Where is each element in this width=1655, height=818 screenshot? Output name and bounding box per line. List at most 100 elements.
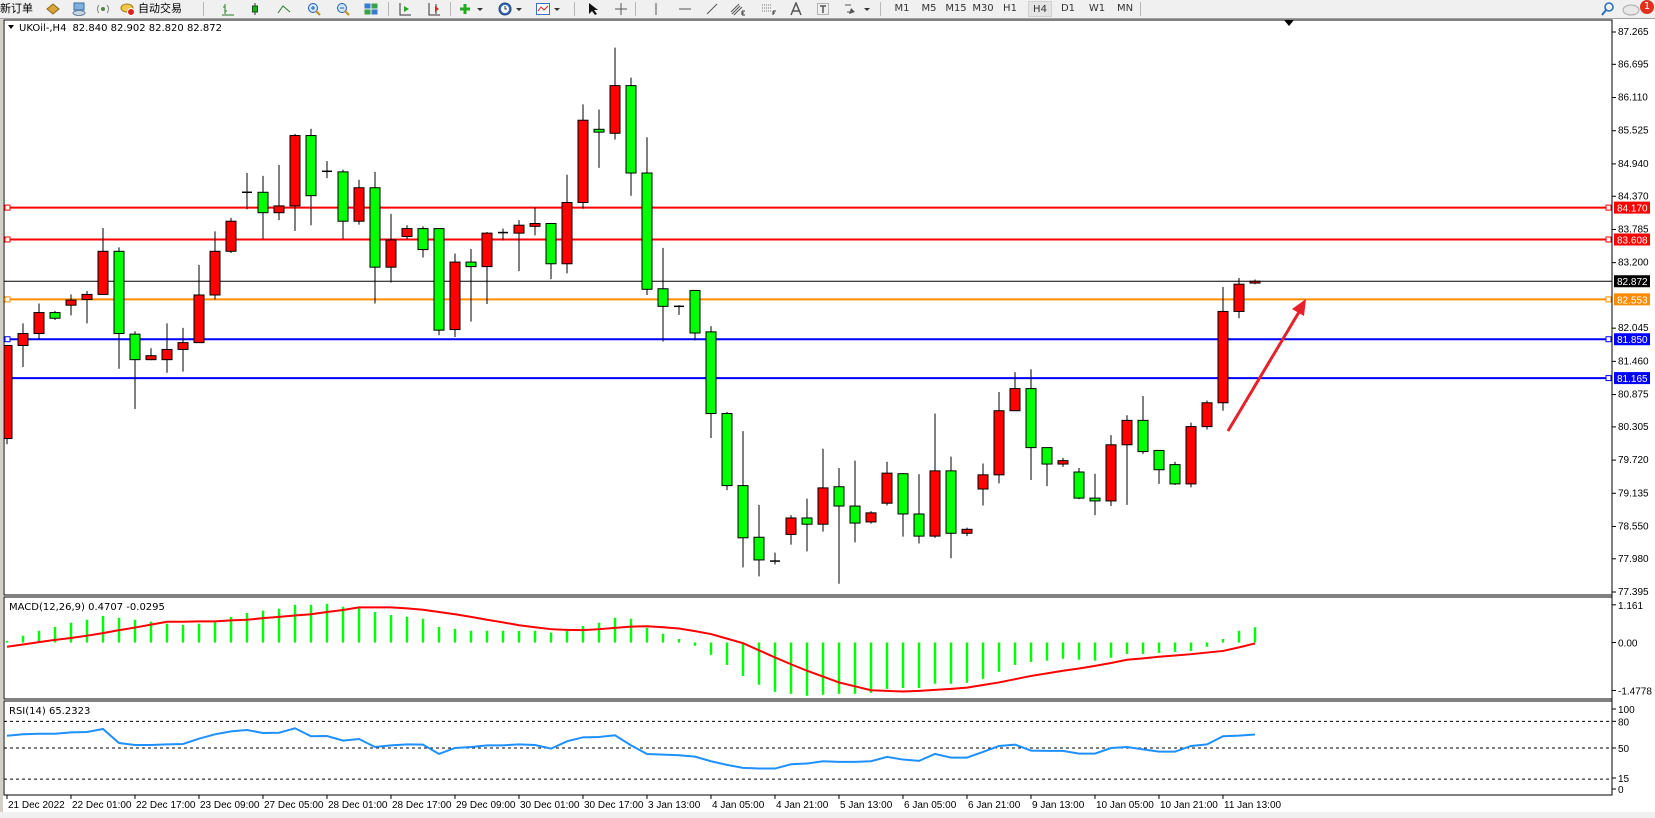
auto-trading-button[interactable]: 自动交易: [120, 1, 198, 17]
signal-icon[interactable]: [94, 1, 112, 17]
navigator-icon[interactable]: [70, 1, 88, 17]
candle[interactable]: [113, 247, 125, 369]
candle[interactable]: [513, 220, 525, 272]
candle[interactable]: [242, 172, 252, 210]
candle[interactable]: [881, 461, 893, 506]
horizontal-line-tool-button[interactable]: [677, 1, 693, 17]
timeframe-d1[interactable]: D1: [1060, 3, 1076, 14]
candle[interactable]: [1185, 422, 1197, 488]
candle[interactable]: [913, 474, 925, 544]
candle[interactable]: [337, 169, 349, 239]
candle[interactable]: [833, 468, 845, 584]
crosshair-tool-button[interactable]: [613, 1, 629, 17]
candle[interactable]: [209, 231, 221, 300]
candle[interactable]: [177, 327, 189, 372]
candle[interactable]: [1105, 435, 1117, 507]
text-tool-icon[interactable]: [788, 1, 804, 17]
candle[interactable]: [129, 331, 141, 410]
candle[interactable]: [498, 228, 508, 241]
candle[interactable]: [674, 305, 684, 315]
candle[interactable]: [401, 225, 413, 239]
candle[interactable]: [225, 217, 237, 253]
candle[interactable]: [897, 473, 909, 537]
annotation-arrow[interactable]: [1226, 306, 1304, 432]
candle[interactable]: [465, 249, 477, 322]
candle[interactable]: [1169, 461, 1181, 486]
candle[interactable]: [289, 133, 301, 231]
candle[interactable]: [770, 552, 780, 565]
candle[interactable]: [3, 344, 13, 445]
timeframe-m15[interactable]: M15: [945, 3, 967, 14]
templates-button[interactable]: [535, 1, 563, 17]
candle[interactable]: [1121, 415, 1133, 505]
candle[interactable]: [785, 515, 797, 545]
candle[interactable]: [257, 175, 269, 239]
candle[interactable]: [657, 247, 669, 342]
candle[interactable]: [17, 323, 29, 368]
candle[interactable]: [993, 392, 1005, 484]
line-anchor-handle[interactable]: [1605, 375, 1612, 382]
candle[interactable]: [1137, 395, 1149, 454]
candle[interactable]: [753, 504, 765, 577]
candle[interactable]: [689, 289, 701, 341]
candle[interactable]: [385, 213, 397, 283]
collapse-triangle-icon[interactable]: [8, 25, 14, 29]
candle[interactable]: [369, 171, 381, 304]
candle[interactable]: [561, 174, 573, 274]
candle[interactable]: [193, 264, 205, 344]
line-anchor-handle[interactable]: [4, 236, 11, 243]
market-watch-icon[interactable]: [44, 1, 62, 17]
periods-button[interactable]: [497, 1, 525, 17]
candle[interactable]: [721, 411, 733, 491]
candle[interactable]: [1089, 473, 1101, 516]
candle[interactable]: [625, 77, 637, 196]
candle[interactable]: [273, 165, 285, 221]
candle[interactable]: [449, 253, 461, 337]
timeframe-h4[interactable]: H4: [1028, 1, 1052, 17]
chart-shift-button[interactable]: [397, 1, 413, 17]
candle[interactable]: [322, 161, 332, 179]
line-anchor-handle[interactable]: [4, 204, 11, 211]
candle[interactable]: [817, 448, 829, 532]
candle[interactable]: [929, 413, 941, 538]
candle[interactable]: [65, 294, 77, 316]
candle[interactable]: [1025, 369, 1037, 480]
tile-windows-icon[interactable]: [363, 1, 379, 17]
candlestick-chart-button[interactable]: [247, 1, 263, 17]
line-anchor-handle[interactable]: [1605, 336, 1612, 343]
new-order-button[interactable]: 新订单: [0, 1, 40, 17]
timeframe-m30[interactable]: M30: [972, 3, 994, 14]
timeframe-mn[interactable]: MN: [1116, 3, 1134, 14]
arrows-tool-button[interactable]: [842, 1, 874, 17]
timeframe-h1[interactable]: H1: [1003, 3, 1017, 14]
candle[interactable]: [305, 128, 317, 226]
candle[interactable]: [801, 498, 813, 552]
timeframe-m1[interactable]: M1: [894, 3, 910, 14]
price-panel[interactable]: [3, 19, 1613, 596]
rsi-panel[interactable]: [3, 700, 1613, 796]
search-icon[interactable]: [1600, 1, 1616, 17]
cursor-tool-button[interactable]: [585, 1, 601, 17]
candle[interactable]: [529, 207, 541, 236]
candle[interactable]: [49, 310, 61, 320]
chat-icon[interactable]: [1622, 1, 1640, 17]
candle[interactable]: [609, 47, 621, 140]
candle[interactable]: [593, 109, 605, 168]
vertical-line-tool-button[interactable]: [648, 1, 664, 17]
candle[interactable]: [353, 179, 365, 225]
macd-panel[interactable]: [3, 596, 1613, 700]
candle[interactable]: [1041, 447, 1053, 487]
candle[interactable]: [1217, 287, 1229, 411]
candle[interactable]: [737, 431, 749, 568]
candle[interactable]: [433, 228, 445, 336]
candle[interactable]: [705, 326, 717, 438]
line-anchor-handle[interactable]: [1605, 296, 1612, 303]
candle[interactable]: [1153, 449, 1165, 484]
line-anchor-handle[interactable]: [4, 336, 11, 343]
candle[interactable]: [417, 226, 429, 258]
zoom-in-icon[interactable]: [306, 1, 322, 17]
candle[interactable]: [961, 527, 973, 537]
line-anchor-handle[interactable]: [1605, 236, 1612, 243]
equidistant-channel-tool-icon[interactable]: [729, 1, 747, 17]
candle[interactable]: [145, 348, 157, 361]
